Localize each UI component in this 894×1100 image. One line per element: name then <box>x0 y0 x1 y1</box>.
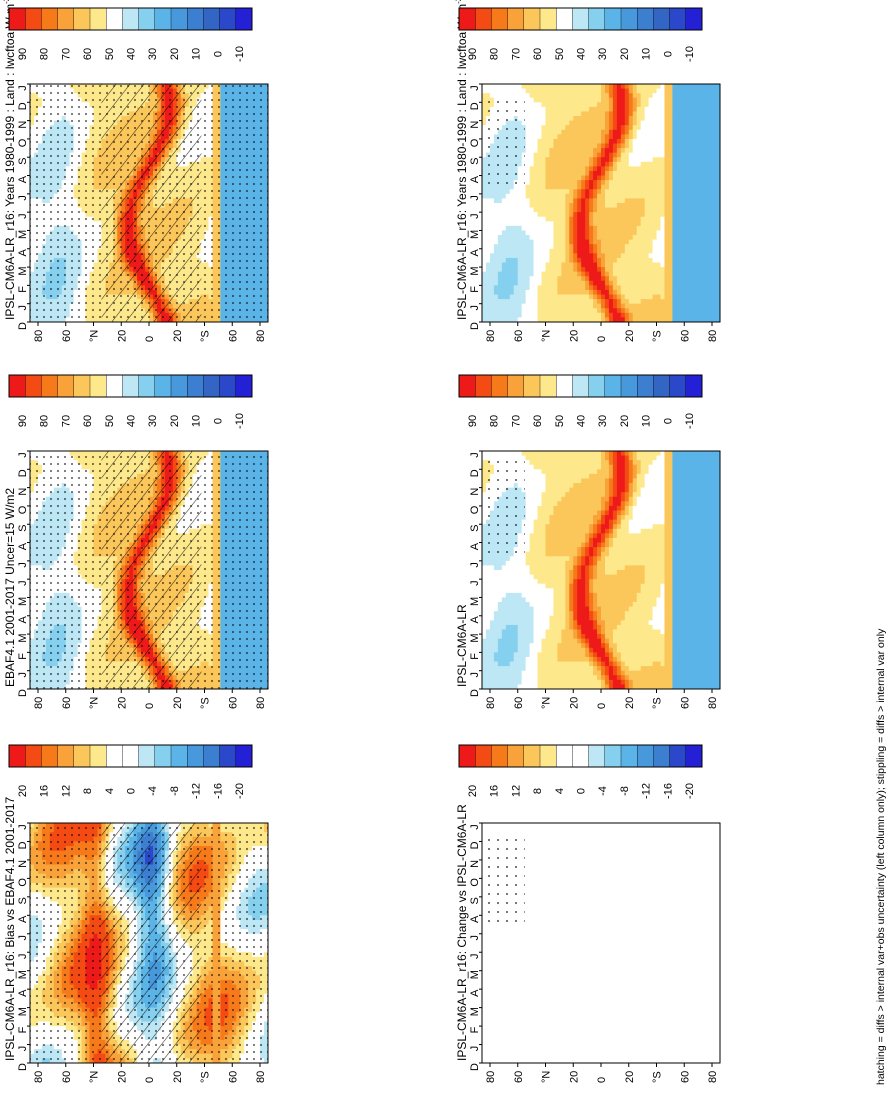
month-tick-label: A <box>17 248 29 256</box>
month-tick-label: D <box>17 322 29 330</box>
colorbar-label: 80 <box>39 48 51 60</box>
colorbar-swatch <box>105 7 123 31</box>
colorbar-swatch <box>219 7 237 31</box>
colorbar-swatch <box>186 7 204 31</box>
lat-tick-label: 0 <box>144 336 156 342</box>
colorbar-swatch <box>73 7 91 31</box>
units-superscript: -2 <box>2 0 11 4</box>
colorbar-label: 50 <box>104 48 116 60</box>
colorbar-swatch <box>41 7 59 31</box>
colorbar-label: 30 <box>147 48 159 60</box>
month-tick-label: J <box>17 213 29 219</box>
colorbar-swatch <box>122 7 140 31</box>
colorbar-label: 10 <box>191 48 203 60</box>
colorbar-swatch <box>25 7 42 31</box>
lat-tick-label: 80 <box>255 330 267 342</box>
month-tick-label: D <box>17 102 29 110</box>
lat-tick-label: °S <box>200 330 212 342</box>
month-tick-label: J <box>17 305 29 311</box>
colorbar-label: 20 <box>169 48 181 60</box>
colorbar-swatch <box>154 7 172 31</box>
month-tick-label: N <box>17 121 29 129</box>
colorbar-swatch <box>57 7 75 31</box>
month-tick-label: M <box>17 266 29 275</box>
colorbar-label: 0 <box>212 51 224 57</box>
colorbar-label: 40 <box>126 48 138 60</box>
colorbar-frame <box>8 7 253 31</box>
colorbar-swatch <box>203 7 221 31</box>
month-tick-label: F <box>17 286 29 293</box>
colorbar-swatch <box>170 7 188 31</box>
lat-tick-label: 20 <box>116 330 128 342</box>
lat-tick-label: °N <box>89 330 101 342</box>
lat-tick-label: 20 <box>172 330 184 342</box>
colorbar-swatch <box>8 7 26 31</box>
colorbar-swatch <box>235 7 253 31</box>
month-tick-label: O <box>17 138 29 147</box>
colorbar-swatch <box>89 7 107 31</box>
panel-title: IPSL-CM6A-LR_r16: Years 1980-1999 : Land… <box>2 0 17 320</box>
colorbar-label: 60 <box>82 48 94 60</box>
month-tick-label: M <box>17 230 29 239</box>
lat-tick-label: 60 <box>61 330 73 342</box>
stippling <box>30 84 268 322</box>
colorbar: 90 80 70 60 50 40 30 20 10 0 -10 <box>8 7 253 62</box>
colorbar-swatch <box>138 7 156 31</box>
lat-tick-label: 60 <box>227 330 239 342</box>
month-tick-label: A <box>17 175 29 183</box>
lat-tick-label: 80 <box>33 330 45 342</box>
panel-p1: 80 60 °N 20 0 20 °S 60 80 D J F M A M J J A S O N D JIPSL-CM6A… <box>2 0 269 342</box>
month-tick-label: J <box>17 85 29 91</box>
colorbar-label: -10 <box>234 46 246 62</box>
month-tick-label: S <box>17 158 29 165</box>
colorbar-label: 90 <box>17 48 29 60</box>
colorbar-label: 70 <box>60 48 72 60</box>
month-tick-label: J <box>17 195 29 201</box>
